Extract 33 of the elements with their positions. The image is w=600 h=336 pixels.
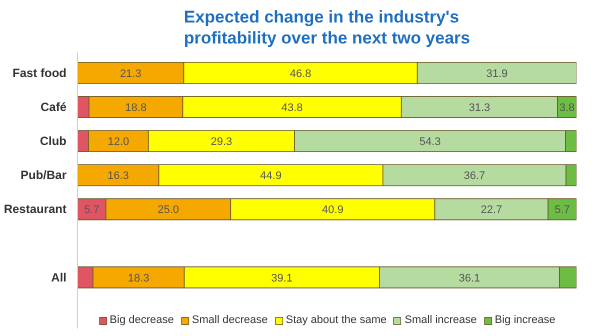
y-tick-label: Pub/Bar bbox=[20, 168, 67, 182]
data-label: 18.8 bbox=[125, 102, 147, 114]
legend-label: Big decrease bbox=[110, 314, 174, 326]
data-label: 46.8 bbox=[290, 68, 312, 80]
data-label: 5.7 bbox=[554, 204, 570, 216]
data-label: 44.9 bbox=[260, 170, 282, 182]
legend-label: Big increase bbox=[494, 314, 556, 326]
y-tick-label: Restaurant bbox=[4, 202, 67, 216]
chart-title: Expected change in the industry's profitability over the next two years bbox=[184, 8, 470, 48]
data-label: 16.3 bbox=[107, 170, 129, 182]
data-label: 31.3 bbox=[468, 102, 490, 114]
data-label: 36.7 bbox=[464, 170, 486, 182]
data-label: 36.1 bbox=[458, 272, 480, 284]
data-label: 3.8 bbox=[559, 102, 575, 114]
data-label: 54.3 bbox=[419, 136, 441, 148]
data-label: 29.3 bbox=[210, 136, 232, 148]
y-tick-label: All bbox=[51, 270, 67, 284]
legend-label: Small increase bbox=[404, 314, 477, 326]
data-label: 31.9 bbox=[486, 68, 508, 80]
data-label: 25.0 bbox=[158, 204, 180, 216]
data-label: 22.7 bbox=[480, 204, 502, 216]
y-tick-label: Café bbox=[40, 100, 67, 114]
y-tick-label: Fast food bbox=[12, 66, 67, 80]
legend-label: Stay about the same bbox=[286, 314, 387, 326]
y-tick-label: Club bbox=[40, 134, 67, 148]
legend-label: Small decrease bbox=[192, 314, 268, 326]
data-label: 39.1 bbox=[271, 272, 293, 284]
data-label: 12.0 bbox=[108, 136, 130, 148]
data-label: 21.3 bbox=[120, 68, 142, 80]
data-label: 43.8 bbox=[281, 102, 303, 114]
data-label: 5.7 bbox=[84, 204, 100, 216]
data-label: 40.9 bbox=[322, 204, 344, 216]
data-label: 18.3 bbox=[128, 272, 150, 284]
